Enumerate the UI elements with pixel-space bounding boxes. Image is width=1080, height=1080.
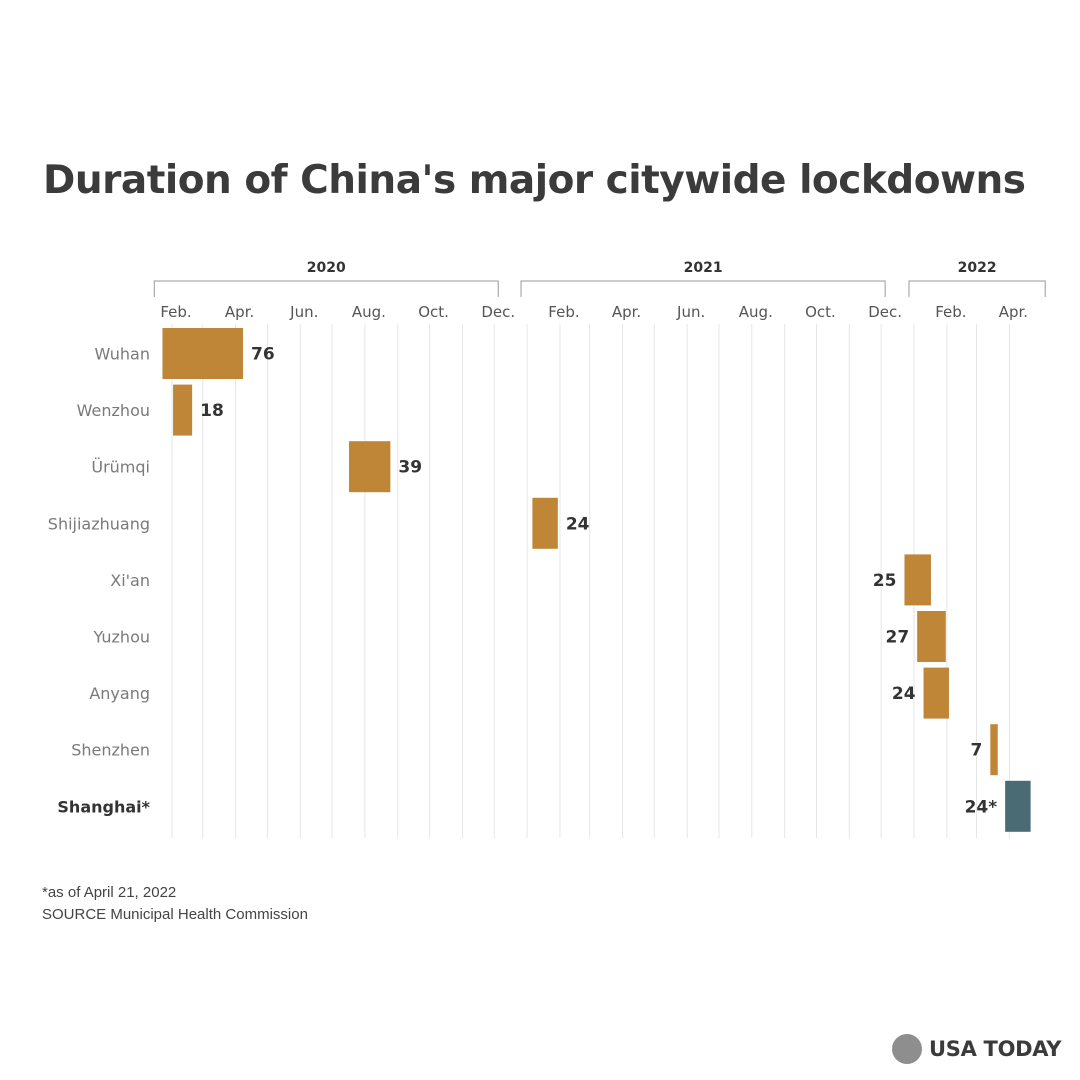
value-label: 7 [970, 741, 982, 761]
lockdown-bar [904, 554, 931, 606]
year-bracket-2020: 2020 [153, 260, 499, 297]
row-anyang: Anyang 24 [89, 667, 949, 719]
value-label: 24 [566, 514, 590, 534]
city-label: Shijiazhuang [48, 514, 150, 533]
month-tick-label: Jun. [676, 303, 705, 321]
row-shenzhen: Shenzhen 7 [71, 724, 998, 776]
lockdown-bar [917, 611, 946, 662]
row-yuzhou: Yuzhou 27 [92, 611, 946, 662]
value-label: 24* [965, 797, 998, 817]
month-tick-label: Aug. [739, 303, 773, 321]
year-label: 2022 [958, 260, 997, 276]
lockdown-bar [173, 384, 193, 436]
city-label: Shanghai* [57, 797, 150, 816]
city-label: Xi'an [110, 571, 150, 590]
value-label: 76 [251, 345, 275, 365]
lockdown-bar [162, 328, 244, 379]
city-label: Wuhan [95, 345, 150, 364]
year-brackets: 2020 2021 2022 [153, 260, 1046, 297]
month-tick-label: Feb. [160, 303, 191, 321]
logo-text: USA TODAY [929, 1037, 1062, 1061]
value-label: 39 [398, 458, 422, 478]
month-tick-label: Jun. [289, 303, 318, 321]
month-tick-label: Oct. [805, 303, 836, 321]
row-wuhan: Wuhan 76 [95, 328, 275, 379]
lockdown-bar [990, 724, 998, 776]
value-label: 24 [892, 684, 916, 704]
year-bracket-2022: 2022 [908, 260, 1046, 297]
city-label: Yuzhou [92, 628, 150, 647]
row-shijiazhuang: Shijiazhuang 24 [48, 497, 590, 549]
value-label: 27 [886, 628, 910, 648]
city-label: Ürümqi [91, 458, 150, 477]
month-tick-label: Dec. [868, 303, 902, 321]
lockdown-timeline-chart: 2020 2021 2022 Feb. Apr. Jun. Aug. Oct. Dec. Feb… [48, 260, 1046, 838]
logo-circle-icon [892, 1034, 922, 1064]
month-tick-label: Apr. [612, 303, 641, 321]
lockdown-bar [1005, 780, 1031, 832]
row-xian: Xi'an 25 [110, 554, 931, 606]
lockdown-bar [532, 497, 558, 549]
usa-today-logo: USA TODAY [892, 1034, 1061, 1064]
month-tick-label: Dec. [481, 303, 515, 321]
month-tick-label: Apr. [225, 303, 254, 321]
city-rows: Wuhan 76 Wenzhou 18 Ürümqi 39 Shijiazhuang 24 Xi… [48, 328, 1031, 832]
year-label: 2021 [684, 260, 723, 276]
month-tick-labels: Feb. Apr. Jun. Aug. Oct. Dec. Feb. Apr. Jun. Aug.… [160, 303, 1028, 321]
lockdown-bar [349, 441, 391, 493]
year-label: 2020 [307, 260, 346, 276]
bracket-line [520, 280, 886, 297]
month-tick-label: Feb. [935, 303, 966, 321]
chart-title: Duration of China's major citywide lockd… [43, 158, 1026, 203]
row-wenzhou: Wenzhou 18 [77, 384, 224, 436]
value-label: 25 [873, 571, 897, 591]
gridlines [171, 324, 1010, 838]
row-shanghai: Shanghai* 24* [57, 780, 1031, 832]
month-tick-label: Feb. [548, 303, 579, 321]
row-rmqi: Ürümqi 39 [91, 441, 422, 493]
year-bracket-2021: 2021 [520, 260, 886, 297]
lockdown-bar [923, 667, 949, 719]
city-label: Anyang [89, 684, 150, 703]
bracket-line [153, 280, 499, 297]
month-tick-label: Aug. [352, 303, 386, 321]
month-tick-label: Oct. [418, 303, 449, 321]
city-label: Wenzhou [77, 401, 150, 420]
city-label: Shenzhen [71, 741, 150, 760]
footnote-source: SOURCE Municipal Health Commission [42, 906, 308, 923]
bracket-line [908, 280, 1046, 297]
footnote-as-of: *as of April 21, 2022 [42, 884, 177, 901]
month-tick-label: Apr. [999, 303, 1028, 321]
value-label: 18 [200, 401, 224, 421]
